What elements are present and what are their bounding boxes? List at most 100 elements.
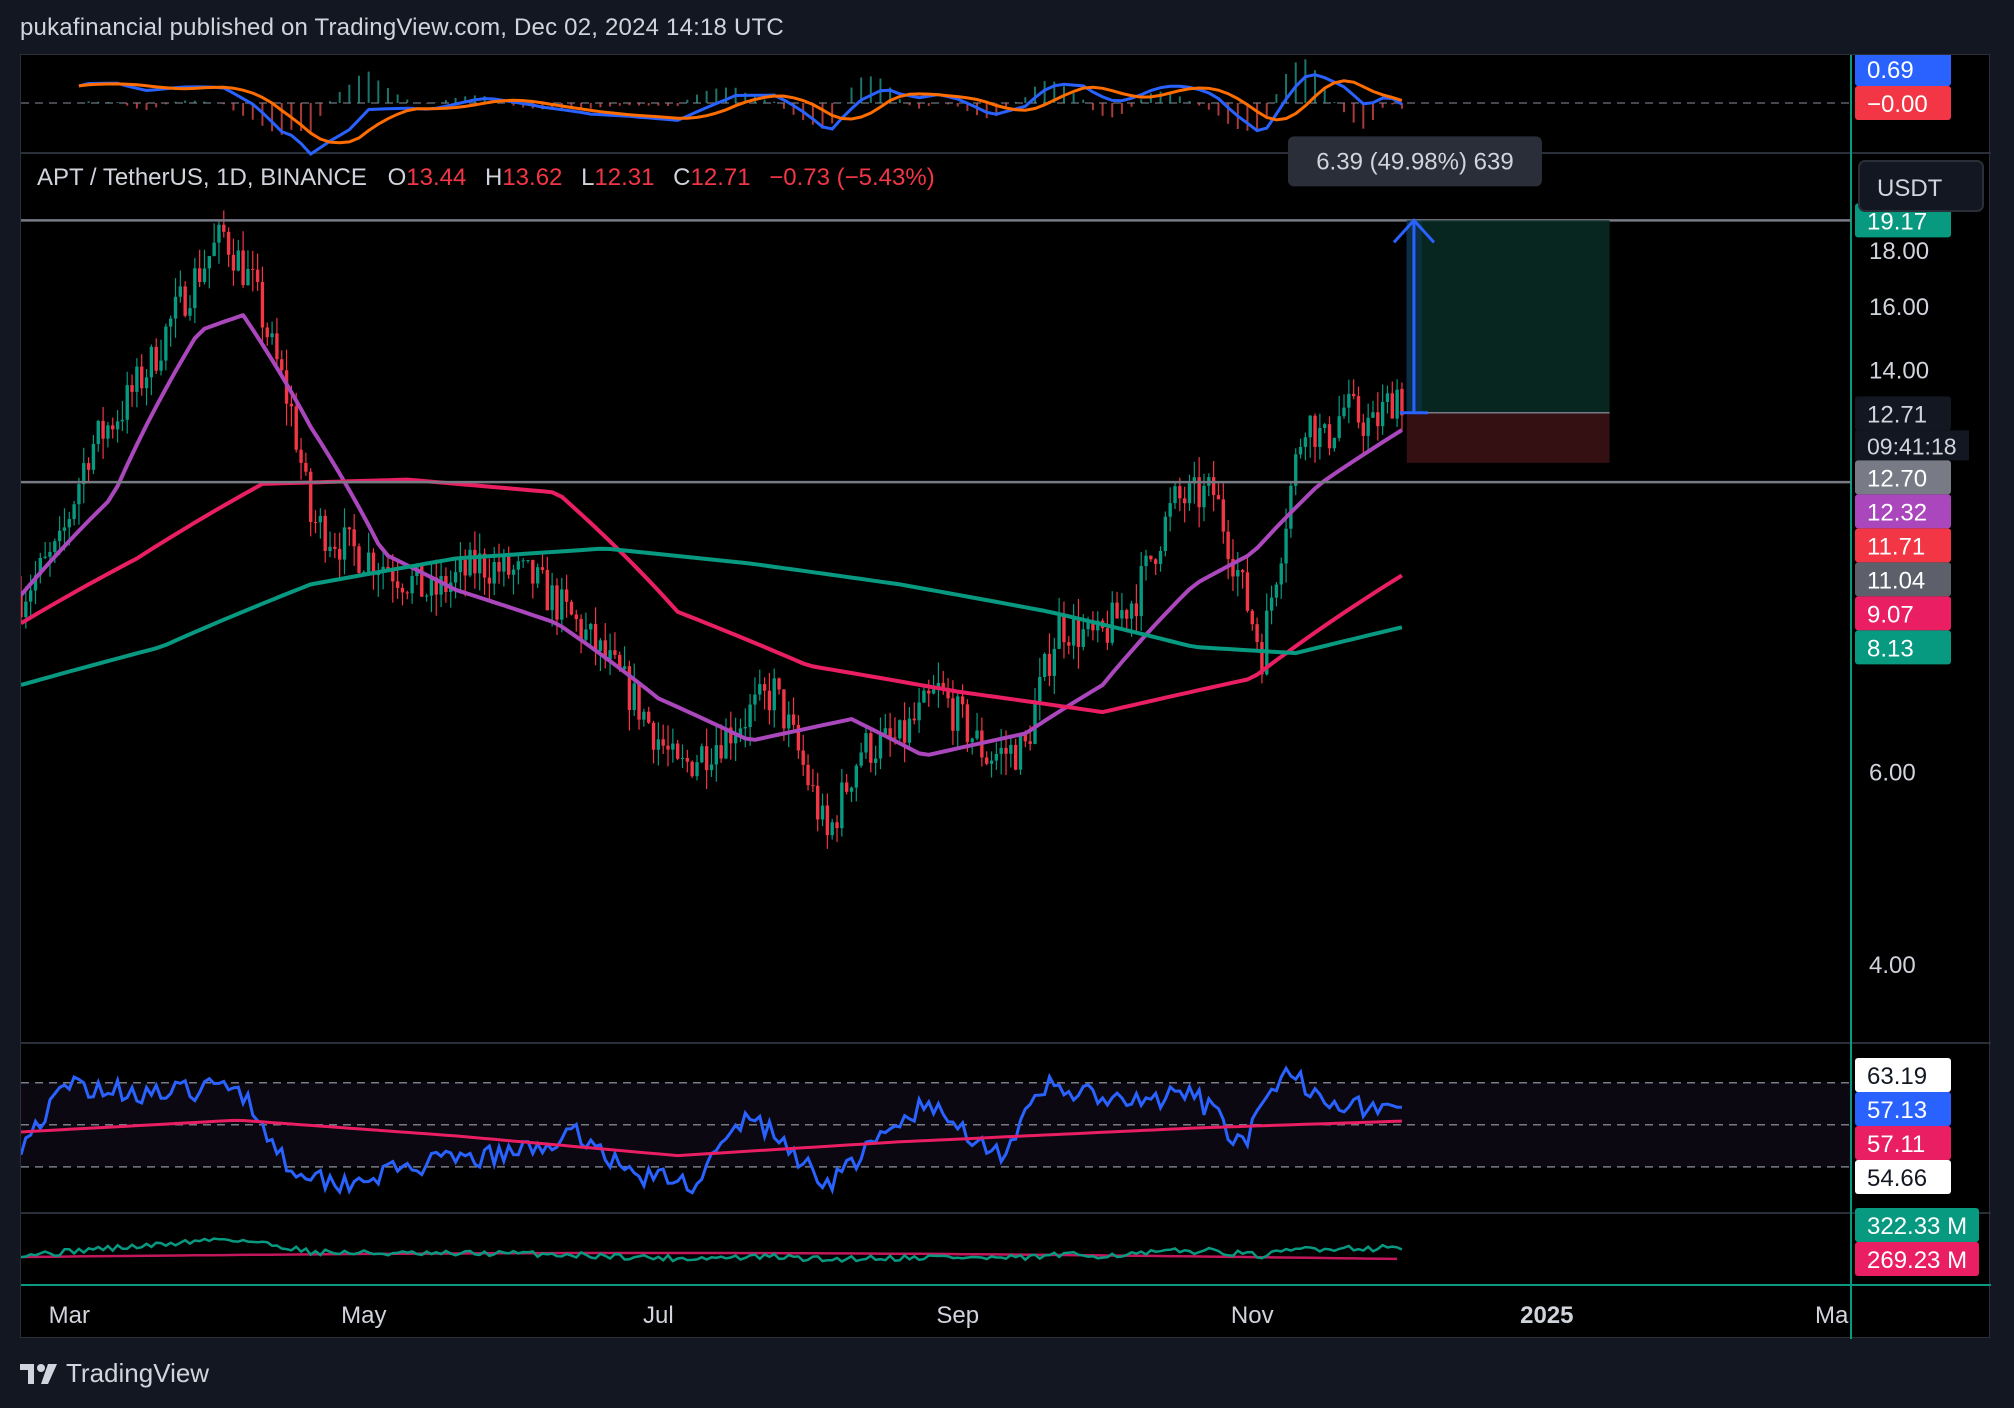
macd-histogram-bar — [425, 103, 428, 104]
candle-body — [1018, 734, 1023, 770]
volume-badge[interactable]: 269.23 M — [1855, 1242, 1979, 1276]
candle-body — [299, 449, 303, 463]
candle-body — [91, 443, 96, 470]
price-badge-bg[interactable] — [1855, 596, 1951, 631]
macd-badge-bg[interactable] — [1855, 52, 1951, 86]
candle-body — [758, 684, 762, 695]
candle-body — [1284, 528, 1288, 564]
candle-body — [661, 739, 665, 746]
candle-body — [540, 567, 545, 570]
volume-ma-line[interactable] — [20, 1251, 1398, 1261]
price-badge-bg[interactable] — [1855, 396, 1951, 431]
price-badge[interactable]: 11.71 — [1855, 528, 1951, 563]
candle-body — [811, 785, 815, 787]
macd-histogram-bar — [164, 103, 167, 105]
currency-button-label[interactable]: USDT — [1877, 175, 1943, 202]
ema-slow-line[interactable] — [20, 546, 1403, 687]
rsi-badge[interactable]: 63.19 — [1855, 1058, 1951, 1092]
macd-histogram-bar — [1381, 103, 1384, 108]
volume-badge-bg[interactable] — [1855, 1242, 1979, 1276]
candle-body — [159, 360, 163, 371]
candle-body — [1361, 422, 1366, 436]
position-stop-zone[interactable] — [1406, 412, 1610, 463]
macd-signal-line[interactable] — [78, 79, 1403, 145]
macd-line[interactable] — [78, 73, 1403, 156]
price-badge-timer: 09:41:18 — [1867, 433, 1957, 459]
macd-histogram-bar — [580, 103, 583, 109]
price-badge-label: 9.07 — [1867, 601, 1914, 628]
price-badge[interactable]: 12.70 — [1855, 460, 1951, 495]
rsi-badge-bg[interactable] — [1855, 1058, 1951, 1092]
rsi-badge-bg[interactable] — [1855, 1126, 1951, 1160]
candle-body — [1120, 610, 1124, 619]
ema-mid-line[interactable] — [19, 477, 1403, 715]
macd-histogram-bar — [155, 103, 158, 108]
candle-body — [197, 268, 202, 283]
macd-badge-label: 0.69 — [1867, 57, 1914, 84]
price-badge-bg[interactable] — [1855, 630, 1951, 665]
price-badge-bg[interactable] — [1855, 460, 1951, 495]
price-badge-bg[interactable] — [1855, 562, 1951, 597]
candle-body — [478, 553, 482, 574]
candle-body — [1062, 614, 1066, 643]
chart-canvas[interactable]: 6.39 (49.98%) 639 18.00 16.00 14.00 6.00 4.0… — [19, 52, 1991, 1339]
rsi-badge-bg[interactable] — [1855, 1160, 1951, 1194]
price-badge-bg[interactable] — [1855, 528, 1951, 563]
candle-body — [941, 682, 945, 691]
measure-label-bg[interactable] — [1287, 136, 1542, 187]
candle-body — [647, 711, 651, 723]
rsi-badge-bg[interactable] — [1855, 1092, 1951, 1126]
ema-fast-line[interactable] — [19, 313, 1403, 757]
currency-button-bg[interactable] — [1858, 160, 1984, 212]
candle-body — [130, 385, 134, 392]
candle-body — [791, 714, 796, 725]
chart-frame[interactable]: 6.39 (49.98%) 639 18.00 16.00 14.00 6.00 4.0… — [19, 52, 1991, 1339]
price-badge-bg[interactable] — [1855, 494, 1951, 529]
measure-label[interactable]: 6.39 (49.98%) 639 — [1316, 148, 1513, 175]
candle-body — [680, 757, 685, 759]
rsi-badge[interactable]: 54.66 — [1855, 1160, 1951, 1194]
candle-body — [226, 231, 231, 255]
candle-body — [24, 601, 28, 618]
macd-histogram-bar — [947, 103, 950, 105]
candle-body — [936, 682, 941, 690]
candle-body — [719, 745, 723, 759]
rsi-ma-line[interactable] — [20, 1118, 1402, 1158]
rsi-badge[interactable]: 57.13 — [1855, 1092, 1951, 1126]
macd-histogram-bar — [1314, 70, 1317, 103]
rsi-badge[interactable]: 57.11 — [1855, 1126, 1951, 1160]
price-badge[interactable]: 11.04 — [1855, 562, 1951, 597]
footer-brand[interactable]: TradingView — [20, 1358, 209, 1389]
macd-histogram-bar — [1111, 103, 1114, 118]
candle-body — [1400, 388, 1404, 416]
macd-histogram-bar — [106, 101, 109, 103]
macd-histogram-bar — [522, 103, 525, 108]
macd-histogram-bar — [1227, 103, 1230, 124]
candle-body — [1110, 602, 1114, 643]
volume-line[interactable] — [20, 1237, 1403, 1263]
candle-body — [545, 569, 549, 611]
candle-body — [86, 463, 91, 470]
macd-histogram-bar — [647, 103, 650, 106]
publish-header: pukafinancial published on TradingView.c… — [20, 14, 784, 41]
tradingview-logo-icon — [20, 1363, 57, 1384]
macd-badge-bg[interactable] — [1855, 86, 1951, 120]
price-badge-timer-bg[interactable] — [1855, 430, 1969, 461]
candle-body — [337, 548, 342, 560]
candle-body — [854, 765, 859, 788]
volume-badge-bg[interactable] — [1855, 1208, 1979, 1242]
position-target-zone[interactable] — [1406, 220, 1610, 413]
price-badge[interactable]: 9.07 — [1855, 596, 1951, 631]
candle-body — [231, 254, 236, 271]
measure-arrow-head[interactable] — [1392, 218, 1436, 244]
macd-badge[interactable]: −0.00 — [1855, 86, 1951, 120]
macd-histogram-bar — [773, 101, 776, 103]
price-badge[interactable]: 8.13 — [1855, 630, 1951, 665]
macd-histogram-bar — [174, 101, 177, 103]
price-badge[interactable]: 12.71 09:41:18 — [1855, 396, 1969, 461]
currency-button[interactable]: USDT — [1858, 160, 1984, 212]
price-badge[interactable]: 12.32 — [1855, 494, 1951, 529]
macd-badge[interactable]: 0.69 — [1855, 52, 1951, 86]
candle-body — [656, 739, 661, 750]
volume-badge[interactable]: 322.33 M — [1855, 1208, 1979, 1242]
